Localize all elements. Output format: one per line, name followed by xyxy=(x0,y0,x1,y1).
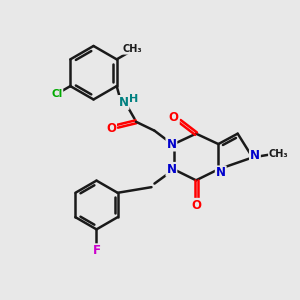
Text: N: N xyxy=(167,163,176,176)
Text: O: O xyxy=(106,122,116,135)
Text: N: N xyxy=(250,149,260,162)
Text: H: H xyxy=(129,94,138,104)
Text: CH₃: CH₃ xyxy=(122,44,142,54)
Text: F: F xyxy=(92,244,101,257)
Text: CH₃: CH₃ xyxy=(269,149,289,160)
Text: Cl: Cl xyxy=(51,89,62,99)
Text: O: O xyxy=(191,199,201,212)
Text: N: N xyxy=(167,138,176,151)
Text: N: N xyxy=(216,167,226,179)
Text: O: O xyxy=(169,111,179,124)
Text: N: N xyxy=(118,96,128,109)
